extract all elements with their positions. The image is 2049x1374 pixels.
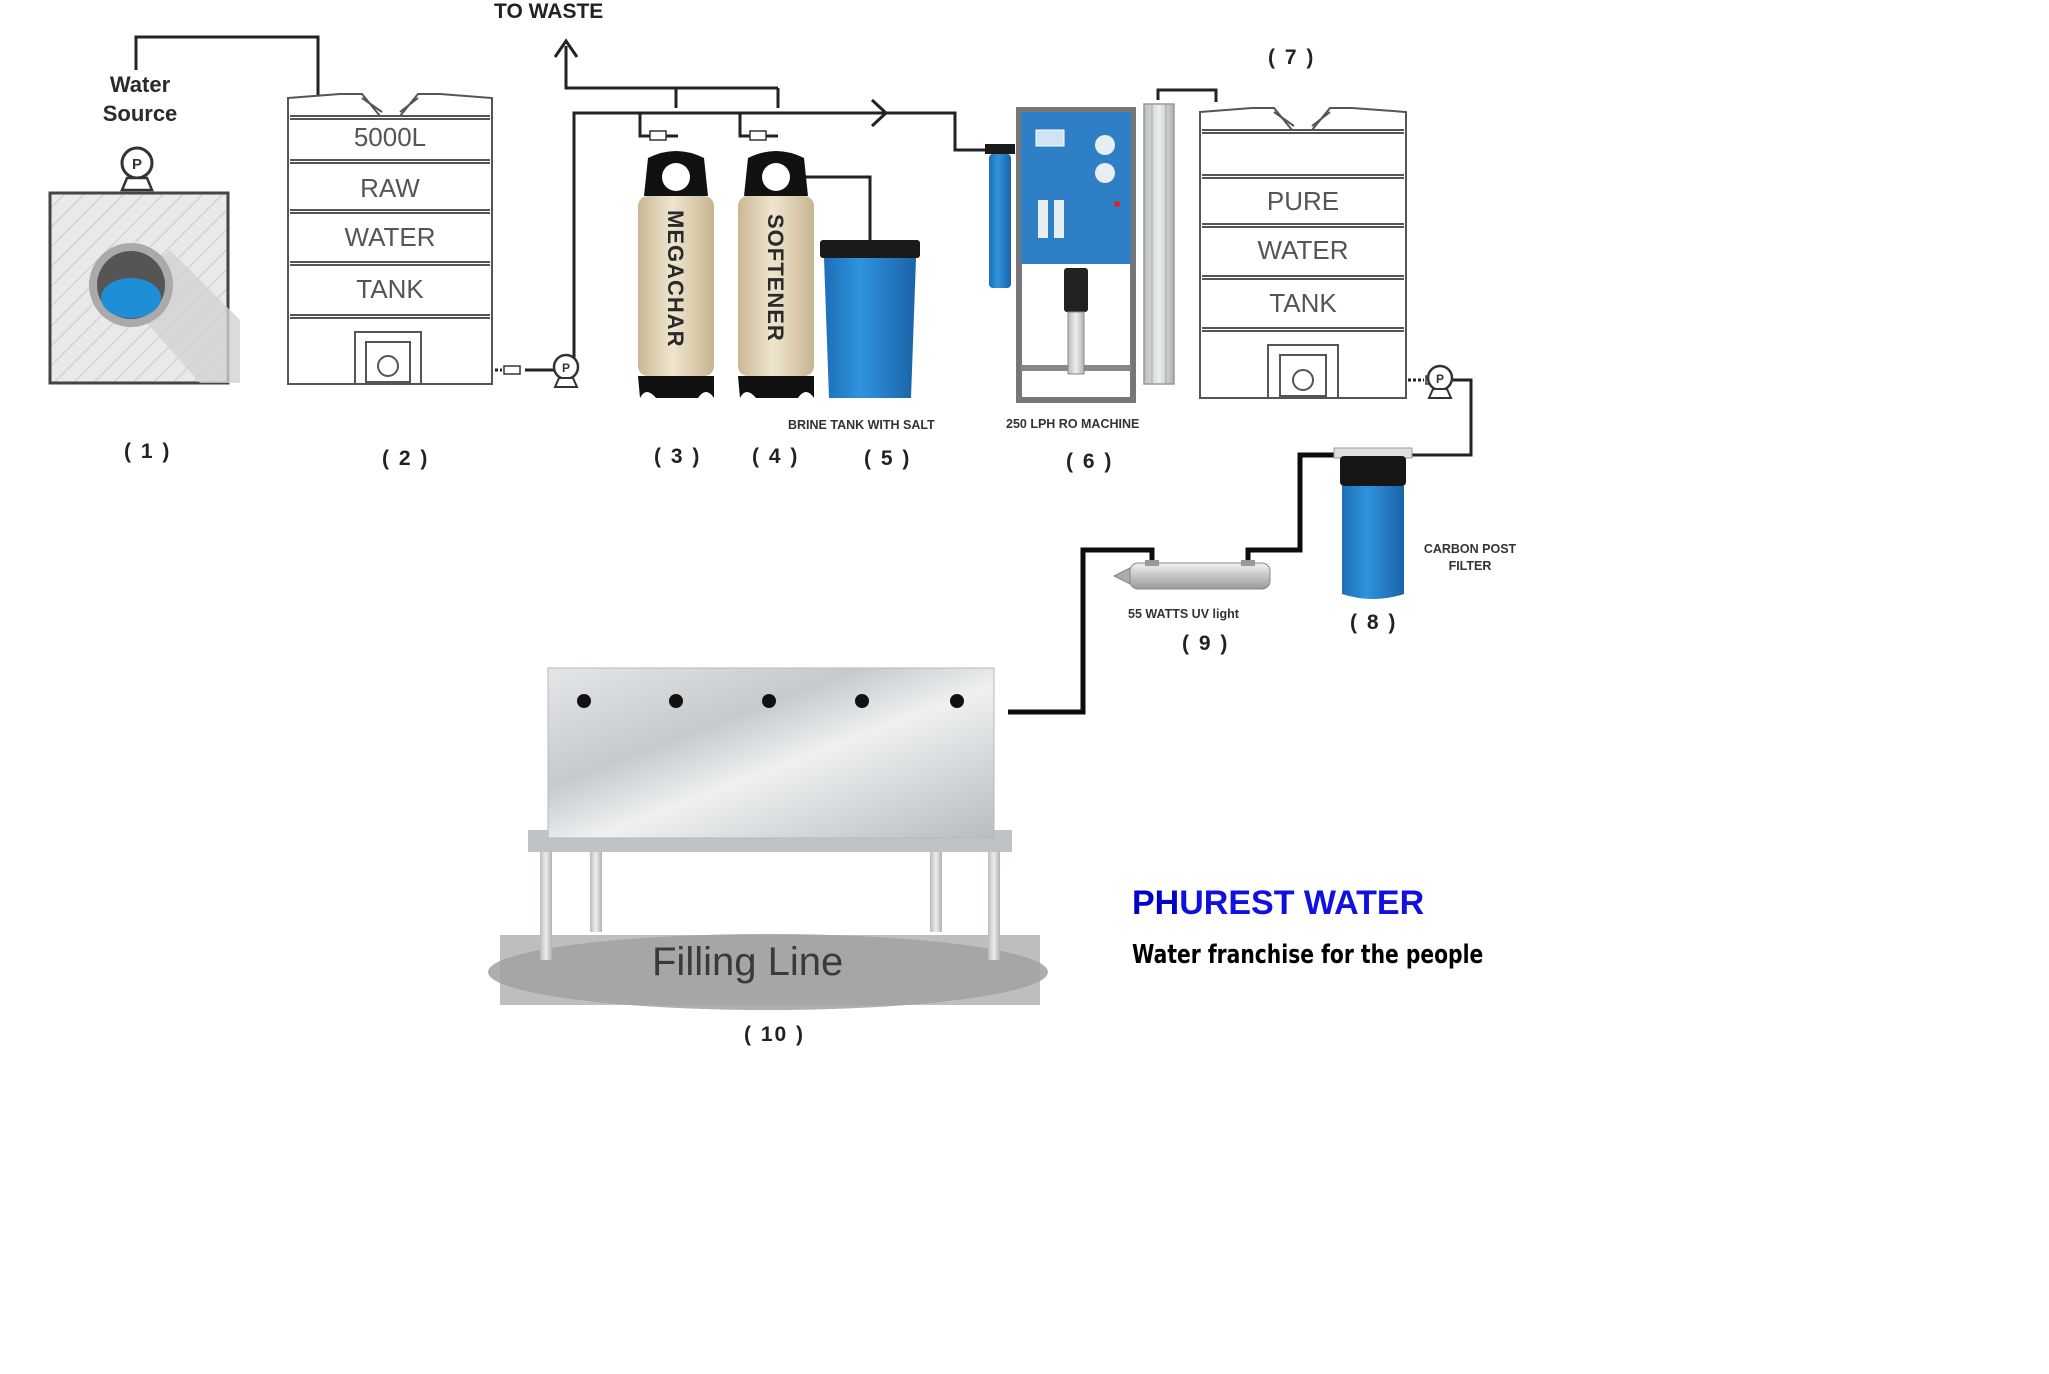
pure-water-tank bbox=[1199, 107, 1407, 399]
step-number-7: ( 7 ) bbox=[1268, 46, 1316, 69]
raw-water-tank bbox=[287, 93, 493, 385]
to-waste-label: TO WASTE bbox=[494, 0, 604, 23]
thick-pipes bbox=[1008, 452, 1340, 715]
step-number-3: ( 3 ) bbox=[654, 445, 702, 468]
pure-tank-line1: PURE bbox=[1266, 186, 1340, 216]
step-number-8: ( 8 ) bbox=[1350, 611, 1398, 634]
step-number-5: ( 5 ) bbox=[864, 447, 912, 470]
water-source-label: Water Source bbox=[102, 72, 178, 126]
uv-light-label: 55 WATTS UV light bbox=[1128, 607, 1239, 621]
brand-tagline: Water franchise for the people bbox=[1132, 940, 1484, 970]
megachar-label: MEGACHAR bbox=[663, 210, 688, 348]
filling-line-table bbox=[488, 667, 1048, 1010]
pump-symbol: P bbox=[562, 361, 570, 375]
brine-tank-label: BRINE TANK WITH SALT bbox=[788, 418, 935, 432]
pump-symbol: P bbox=[132, 156, 142, 173]
brand-name-part1: PH bbox=[1132, 884, 1180, 922]
brand-name-part2: UREST WATER bbox=[1179, 884, 1425, 922]
filling-nozzles bbox=[577, 694, 964, 708]
uv-light bbox=[1112, 560, 1271, 590]
pipes bbox=[134, 35, 1473, 457]
step-number-6: ( 6 ) bbox=[1066, 450, 1114, 473]
pipe-source-to-raw-tank bbox=[134, 35, 320, 95]
pump-icon: P bbox=[1426, 364, 1454, 399]
brand-name: PHUREST WATER bbox=[1132, 884, 1424, 923]
pure-tank-line2: WATER bbox=[1257, 235, 1349, 265]
pipe-softener-to-brine bbox=[800, 175, 872, 240]
water-source-well bbox=[48, 191, 240, 385]
raw-tank-line2: WATER bbox=[344, 222, 436, 252]
ro-machine-label: 250 LPH RO MACHINE bbox=[1006, 417, 1140, 431]
pump-icon: P bbox=[552, 353, 580, 388]
pipe-uv-to-filling-line bbox=[1008, 547, 1155, 715]
carbon-post-filter bbox=[1333, 447, 1413, 599]
softener-vessel bbox=[738, 151, 814, 398]
raw-tank-line3: TANK bbox=[356, 274, 424, 304]
step-number-9: ( 9 ) bbox=[1182, 632, 1230, 655]
flow-arrow-icon bbox=[870, 98, 889, 128]
raw-tank-line1: RAW bbox=[360, 173, 420, 203]
pump-icon: P bbox=[120, 146, 154, 192]
step-number-4: ( 4 ) bbox=[752, 445, 800, 468]
waste-arrow-icon bbox=[553, 38, 579, 58]
megachar-vessel bbox=[638, 151, 714, 398]
pipe-pump-to-header bbox=[572, 111, 985, 360]
water-treatment-diagram: P P bbox=[48, 35, 1473, 1010]
pipe-ro-to-pure-tank bbox=[1156, 88, 1218, 102]
softener-label: SOFTENER bbox=[763, 214, 788, 342]
pipe-to-waste bbox=[564, 46, 778, 90]
pipe-pump-to-carbon-filter bbox=[1408, 378, 1473, 457]
brine-tank bbox=[820, 240, 920, 398]
ro-machine bbox=[985, 103, 1175, 403]
step-number-1: ( 1 ) bbox=[124, 440, 172, 463]
pump-symbol: P bbox=[1436, 372, 1444, 386]
step-number-2: ( 2 ) bbox=[382, 447, 430, 470]
pure-tank-line3: TANK bbox=[1269, 288, 1337, 318]
raw-tank-capacity: 5000L bbox=[353, 122, 427, 152]
step-number-10: ( 10 ) bbox=[744, 1023, 806, 1046]
pipe-carbon-to-uv bbox=[1245, 452, 1340, 567]
filling-line-label: Filling Line bbox=[652, 940, 844, 984]
carbon-filter-label: CARBON POST FILTER bbox=[1423, 542, 1517, 573]
